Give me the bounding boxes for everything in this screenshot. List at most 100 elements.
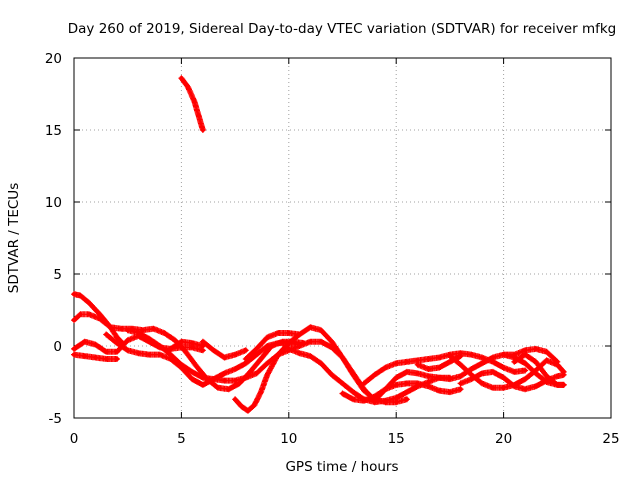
- data-point: [200, 348, 206, 353]
- data-point: [426, 374, 431, 379]
- data-point: [426, 356, 431, 362]
- data-point: [447, 389, 453, 395]
- data-point: [243, 348, 249, 353]
- x-tick-label: 5: [177, 431, 186, 447]
- data-point: [168, 346, 173, 352]
- x-tick-label: 15: [388, 431, 405, 447]
- data-point: [404, 389, 410, 395]
- data-point: [232, 397, 238, 402]
- data-point: [286, 340, 291, 346]
- data-point: [308, 339, 313, 344]
- series-track-20: [500, 351, 567, 388]
- data-point: [243, 375, 249, 380]
- data-point: [232, 352, 238, 357]
- data-point: [151, 326, 156, 331]
- data-point: [243, 356, 249, 362]
- data-point: [179, 339, 184, 344]
- data-point: [104, 349, 109, 354]
- data-point: [533, 346, 539, 352]
- data-point: [512, 355, 517, 360]
- data-point: [189, 340, 195, 346]
- data-point: [265, 361, 270, 366]
- data-point: [258, 389, 264, 395]
- data-point: [533, 384, 539, 389]
- data-point: [522, 361, 528, 366]
- data-point: [179, 75, 184, 81]
- data-point: [318, 339, 324, 344]
- data-point: [254, 371, 259, 376]
- data-point: [415, 362, 420, 367]
- data-point: [512, 369, 517, 375]
- data-point: [426, 384, 431, 389]
- series-track-9: [199, 338, 249, 361]
- data-point: [183, 349, 188, 354]
- data-point: [394, 382, 399, 388]
- data-point: [179, 345, 184, 350]
- data-point: [458, 381, 463, 386]
- data-point: [479, 361, 485, 366]
- data-point: [351, 389, 356, 395]
- data-point: [361, 398, 367, 403]
- data-point: [78, 312, 83, 317]
- data-point: [522, 368, 528, 373]
- data-point: [172, 338, 178, 343]
- y-tick-label: 10: [45, 195, 62, 211]
- data-point: [192, 99, 197, 104]
- data-point: [458, 353, 463, 359]
- data-point: [383, 365, 388, 370]
- data-point: [436, 355, 442, 360]
- data-point: [544, 379, 549, 385]
- data-point: [555, 362, 560, 367]
- series-track-1: [178, 75, 206, 133]
- data-point: [265, 343, 270, 349]
- data-point: [329, 339, 334, 344]
- data-point: [222, 378, 227, 383]
- data-point: [426, 366, 431, 372]
- series-track-5: [71, 351, 120, 362]
- data-point: [308, 353, 313, 359]
- data-point: [383, 387, 388, 392]
- data-point: [501, 352, 506, 357]
- data-point: [561, 382, 566, 388]
- data-point: [200, 339, 206, 344]
- data-point: [275, 330, 281, 336]
- data-point: [254, 352, 259, 357]
- data-point: [490, 369, 496, 375]
- data-point: [232, 378, 238, 383]
- data-point: [340, 355, 345, 360]
- data-point: [86, 300, 92, 305]
- data-point: [104, 356, 109, 362]
- data-point: [232, 366, 238, 372]
- y-axis-tick-labels: -5 0 5 10 15 20: [45, 51, 62, 427]
- data-point: [394, 361, 399, 366]
- data-point: [458, 362, 463, 367]
- data-point: [200, 382, 206, 388]
- data-point: [351, 372, 356, 377]
- data-point: [533, 359, 539, 365]
- data-point: [404, 369, 410, 375]
- data-point: [226, 387, 231, 392]
- series-track-10: [232, 324, 410, 414]
- data-point: [125, 348, 130, 353]
- data-point: [211, 348, 216, 353]
- data-point: [71, 346, 77, 352]
- data-point: [501, 375, 506, 380]
- data-point: [252, 402, 257, 408]
- data-point: [533, 371, 539, 376]
- x-tick-label: 25: [602, 431, 619, 447]
- data-point: [222, 355, 227, 360]
- data-point: [361, 388, 367, 393]
- data-point: [469, 366, 474, 372]
- data-point: [501, 365, 506, 370]
- data-point: [404, 381, 410, 386]
- data-point: [415, 371, 420, 376]
- data-point: [501, 385, 506, 390]
- data-point: [114, 356, 120, 362]
- data-point: [196, 113, 201, 118]
- data-point: [78, 293, 83, 298]
- data-point: [114, 335, 120, 340]
- data-point: [404, 397, 410, 402]
- series-track-15: [371, 345, 561, 404]
- data-point: [245, 408, 251, 413]
